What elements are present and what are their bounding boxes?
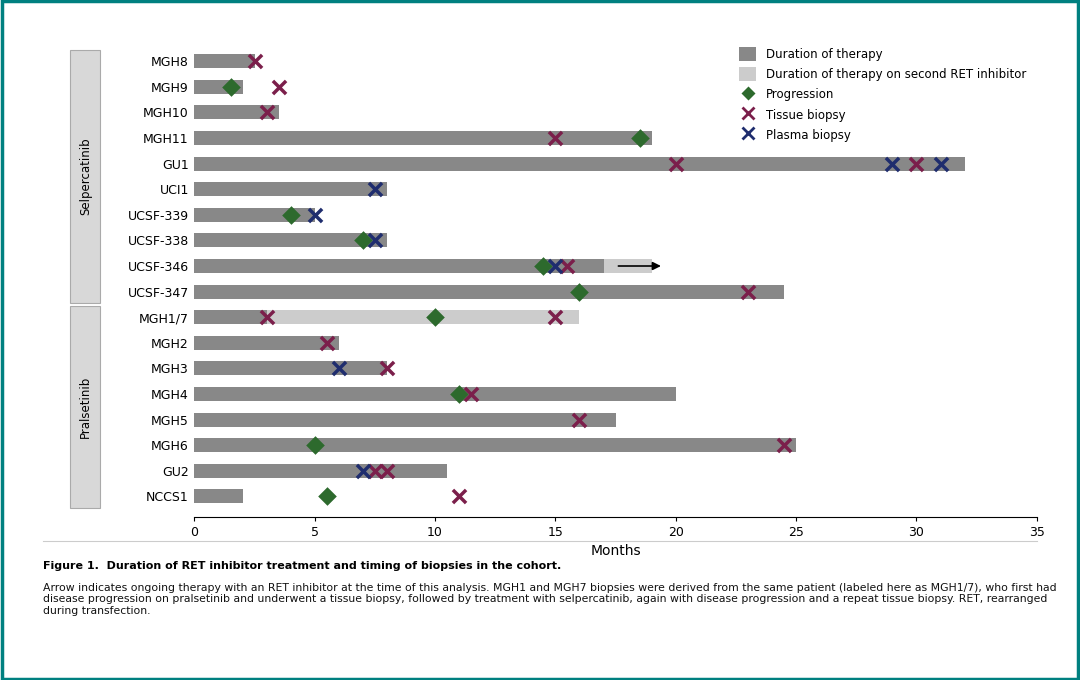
Bar [194,310,267,324]
Bar [194,105,279,120]
Point [462,388,480,399]
Bar [194,182,387,197]
Point [775,440,793,451]
Point [571,286,589,297]
Bar [194,336,339,350]
Bar [194,233,387,248]
Point [330,363,348,374]
Bar [194,284,784,299]
Text: Selpercatinib: Selpercatinib [79,137,92,216]
Bar [194,464,447,478]
Point [450,388,468,399]
Point [306,209,323,220]
Point [740,286,757,297]
Point [427,311,444,322]
Point [378,363,395,374]
Point [319,337,336,348]
Point [306,440,323,451]
Bar [194,259,604,273]
Point [932,158,949,169]
Point [354,465,372,476]
Text: Pralsetinib: Pralsetinib [79,375,92,438]
Point [667,158,685,169]
Bar [194,438,796,452]
Point [571,414,589,425]
Bar [194,361,387,375]
Point [546,311,564,322]
Point [366,465,383,476]
Bar [194,131,651,145]
Point [558,260,576,271]
Point [221,82,239,92]
Point [282,209,299,220]
Point [319,491,336,502]
Point [450,491,468,502]
Point [631,133,648,143]
Text: Figure 1.  Duration of RET inhibitor treatment and timing of biopsies in the coh: Figure 1. Duration of RET inhibitor trea… [43,561,562,571]
Text: Arrow indicates ongoing therapy with an RET inhibitor at the time of this analys: Arrow indicates ongoing therapy with an … [43,583,1057,616]
Point [535,260,552,271]
Point [258,107,275,118]
Point [378,465,395,476]
Point [258,311,275,322]
Legend: Duration of therapy, Duration of therapy on second RET inhibitor, Progression, T: Duration of therapy, Duration of therapy… [734,42,1031,147]
Point [546,133,564,143]
Bar [194,413,616,426]
Bar [194,208,314,222]
Bar [194,54,255,68]
Point [354,235,372,246]
Point [366,235,383,246]
Bar [604,259,651,273]
Bar [194,156,964,171]
Bar [194,490,243,503]
Bar [194,80,243,94]
Bar [194,387,676,401]
X-axis label: Months: Months [591,545,640,558]
Point [366,184,383,194]
Point [270,82,287,92]
Point [246,56,264,67]
Point [908,158,926,169]
Point [546,260,564,271]
Point [883,158,901,169]
Bar [267,310,580,324]
